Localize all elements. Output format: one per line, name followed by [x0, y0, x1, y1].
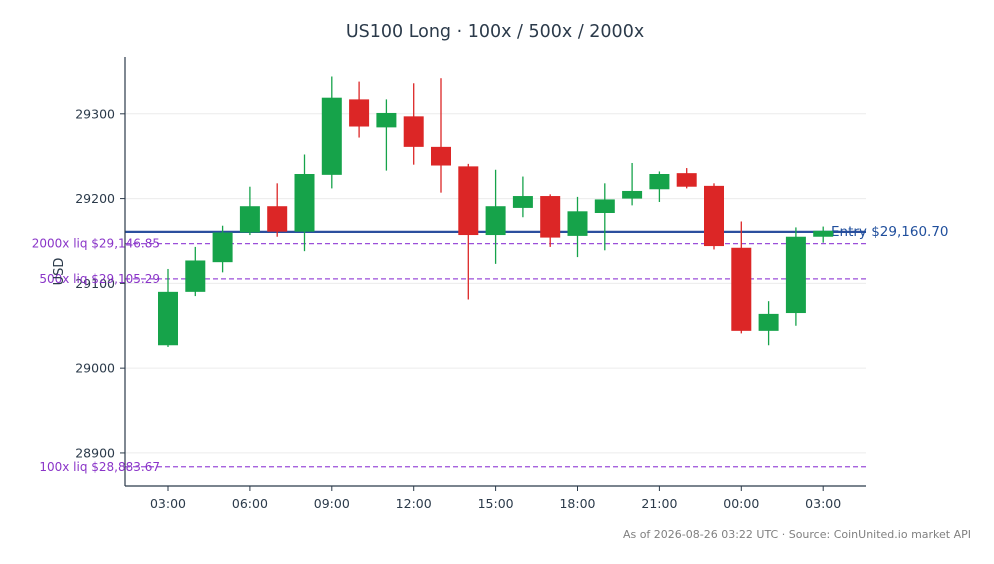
candle-body: [458, 166, 479, 236]
y-tick-label: 29100: [75, 276, 115, 291]
candle: [649, 171, 670, 202]
chart-title: US100 Long · 100x / 500x / 2000x: [346, 22, 644, 42]
candle: [458, 163, 479, 300]
candle: [676, 168, 697, 189]
candle: [294, 154, 315, 252]
x-tick-label: 18:00: [559, 496, 595, 511]
candle-body: [239, 206, 260, 233]
candle: [567, 196, 588, 258]
candle-body: [649, 174, 670, 190]
x-tick-label: 12:00: [396, 496, 432, 511]
candle-body: [403, 116, 424, 147]
candle-body: [785, 236, 806, 314]
candle: [158, 268, 178, 347]
candle-body: [512, 196, 533, 208]
candle: [212, 225, 233, 273]
candle-body: [431, 146, 451, 166]
y-tick-label: 29000: [75, 361, 115, 376]
candle-body: [485, 206, 506, 236]
candle-body: [212, 232, 233, 263]
entry-label: Entry $29,160.70: [831, 224, 949, 240]
x-tick-label: 00:00: [723, 496, 759, 511]
candle-body: [321, 97, 342, 175]
candle: [785, 227, 806, 326]
candle: [403, 83, 424, 165]
x-tick-label: 09:00: [314, 496, 350, 511]
candle-body: [676, 173, 697, 187]
y-axis-label: USD: [52, 258, 67, 286]
candle-body: [704, 185, 724, 247]
x-tick-label: 06:00: [232, 496, 268, 511]
axes: 28900 29000 29100 29200 29300 03:00 06:00 09:00…: [75, 57, 866, 511]
candle: [813, 226, 834, 243]
grid-lines: [125, 113, 866, 454]
candle-body: [540, 196, 561, 238]
candle-body: [267, 206, 288, 232]
candle: [376, 99, 397, 171]
candle-body: [813, 230, 834, 237]
liquidation-label: 100x liq $28,883.67: [39, 460, 160, 474]
candle-body: [294, 174, 315, 232]
candle-body: [376, 112, 397, 128]
candle: [758, 301, 779, 346]
candle-body: [731, 247, 752, 331]
candle: [731, 221, 752, 334]
liquidation-label: 500x liq $29,105.29: [39, 272, 160, 286]
candle-body: [185, 260, 206, 292]
y-tick-label: 29200: [75, 191, 115, 206]
candle: [349, 81, 370, 138]
candle: [267, 183, 288, 237]
candle-body: [567, 211, 588, 236]
candle: [594, 183, 615, 251]
candle-body: [158, 291, 178, 346]
footer-source: As of 2026-08-26 03:22 UTC · Source: Coi…: [623, 528, 971, 541]
candle: [704, 183, 724, 250]
candle: [321, 76, 342, 189]
candle: [512, 176, 533, 218]
candle: [239, 186, 260, 236]
candle-body: [758, 313, 779, 331]
liquidation-labels: 2000x liq $29,146.85 500x liq $29,105.29 1…: [32, 237, 160, 474]
candle: [622, 162, 643, 206]
x-tick-label: 03:00: [805, 496, 841, 511]
x-tick-label: 03:00: [150, 496, 186, 511]
candles: [158, 76, 834, 347]
y-tick-label: 29300: [75, 106, 115, 121]
liquidation-label: 2000x liq $29,146.85: [32, 237, 160, 251]
candle: [540, 194, 561, 247]
candle-body: [594, 199, 615, 213]
candle: [431, 78, 451, 193]
candle-body: [349, 99, 370, 127]
y-tick-label: 28900: [75, 445, 115, 460]
liquidation-lines: [125, 243, 866, 468]
x-tick-label: 15:00: [478, 496, 514, 511]
x-tick-label: 21:00: [641, 496, 677, 511]
candle-body: [622, 190, 643, 199]
candle: [485, 169, 506, 264]
candle: [185, 246, 206, 297]
